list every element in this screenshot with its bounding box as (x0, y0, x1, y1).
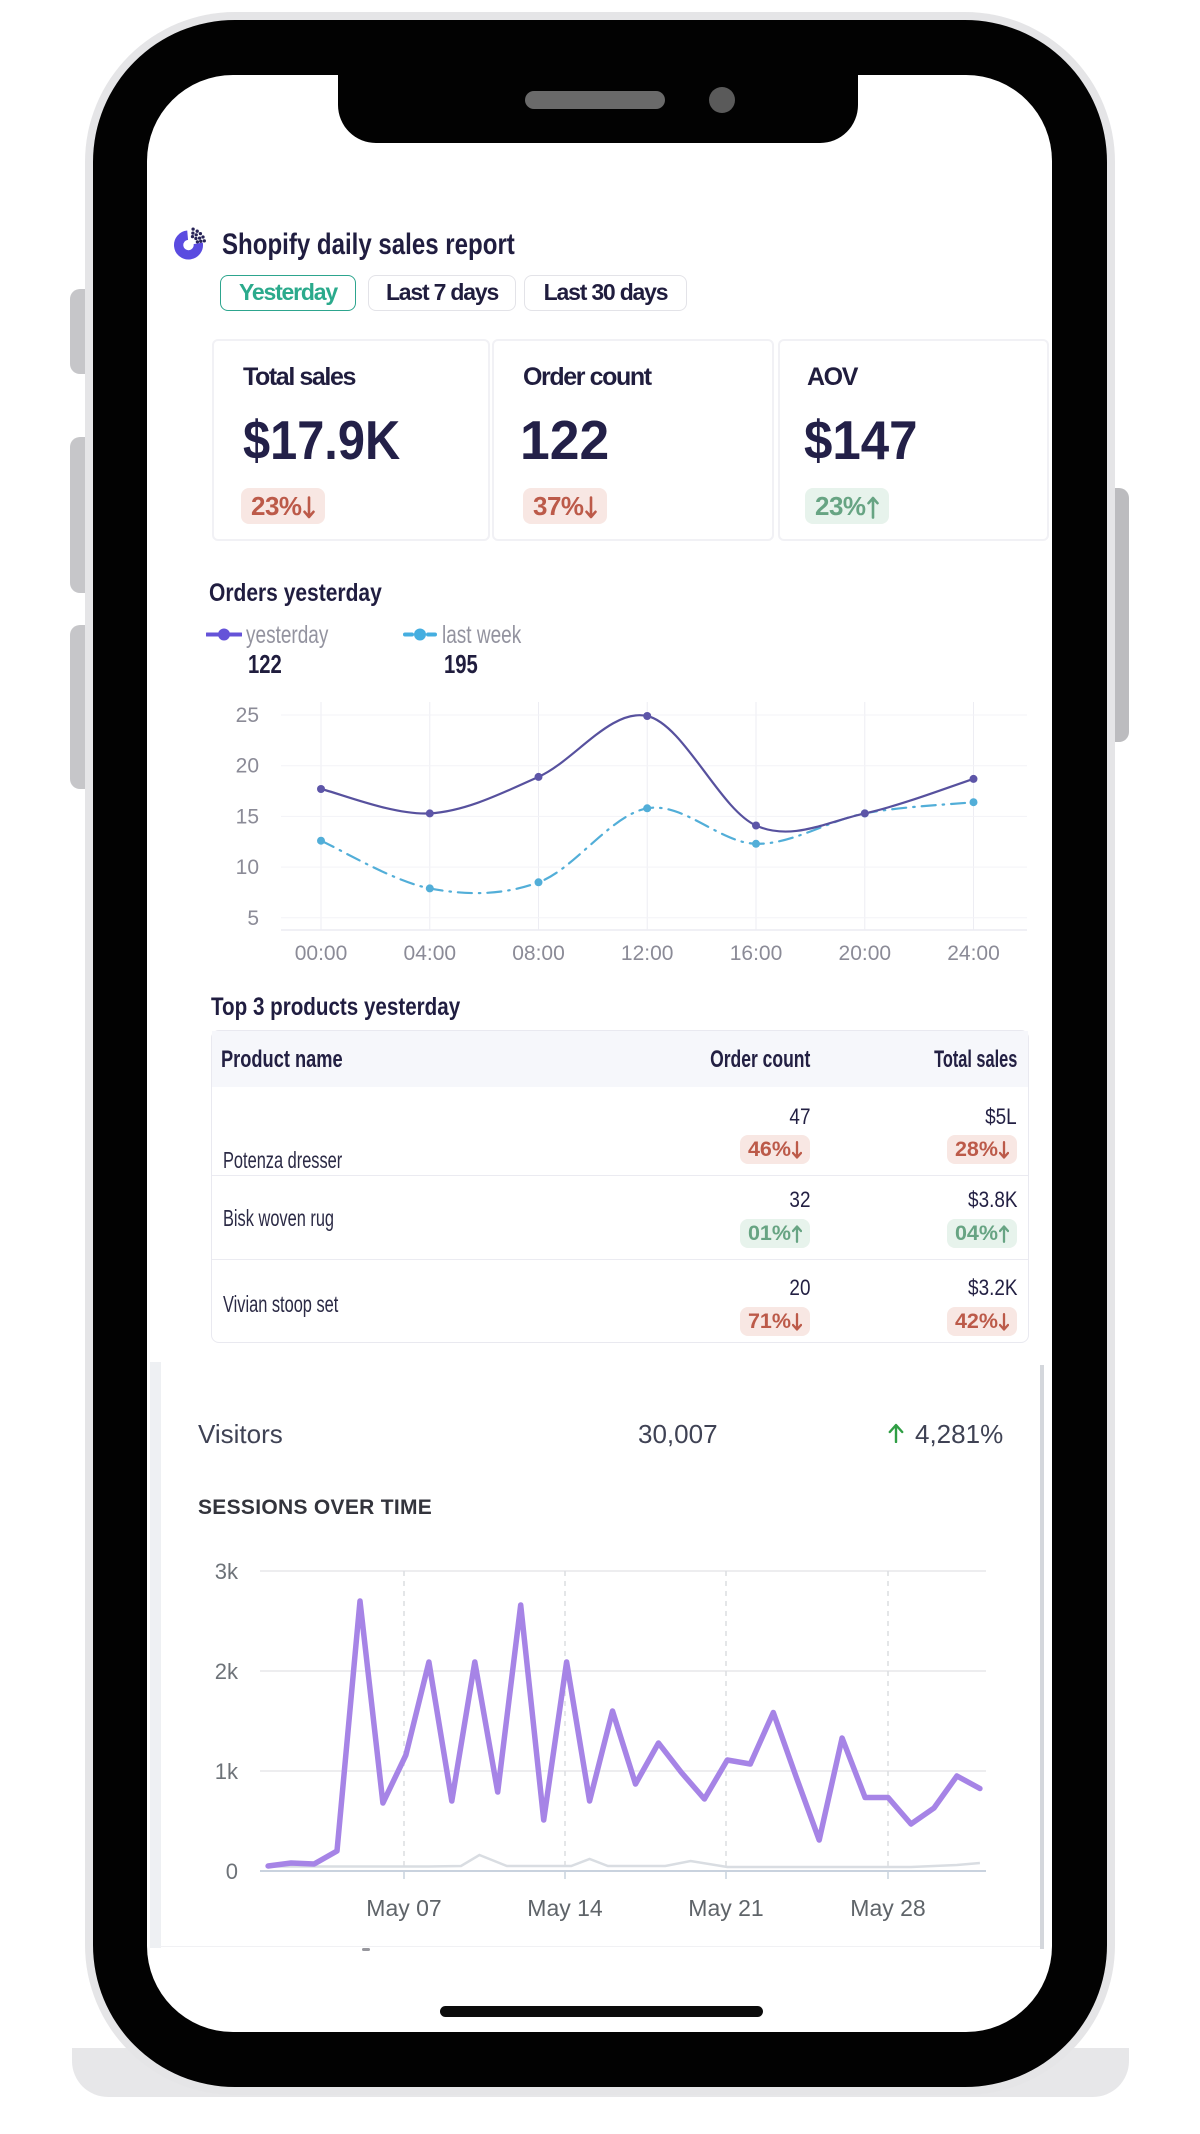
svg-text:2k: 2k (215, 1659, 239, 1684)
svg-text:24:00: 24:00 (947, 942, 1000, 965)
svg-text:00:00: 00:00 (295, 942, 348, 965)
svg-text:25: 25 (236, 704, 259, 727)
svg-text:04:00: 04:00 (404, 942, 457, 965)
svg-text:May 28: May 28 (850, 1895, 925, 1921)
svg-text:08:00: 08:00 (512, 942, 565, 965)
svg-text:15: 15 (236, 805, 259, 828)
svg-text:May 07: May 07 (366, 1895, 441, 1921)
svg-text:May 14: May 14 (527, 1895, 603, 1921)
svg-text:3k: 3k (215, 1559, 239, 1584)
svg-text:0: 0 (226, 1859, 238, 1884)
svg-text:20:00: 20:00 (839, 942, 892, 965)
svg-text:10: 10 (236, 856, 259, 879)
svg-text:20: 20 (236, 755, 259, 778)
svg-text:May 21: May 21 (688, 1895, 763, 1921)
svg-text:5: 5 (247, 907, 259, 930)
svg-text:12:00: 12:00 (621, 942, 674, 965)
svg-text:1k: 1k (215, 1759, 239, 1784)
svg-text:16:00: 16:00 (730, 942, 783, 965)
